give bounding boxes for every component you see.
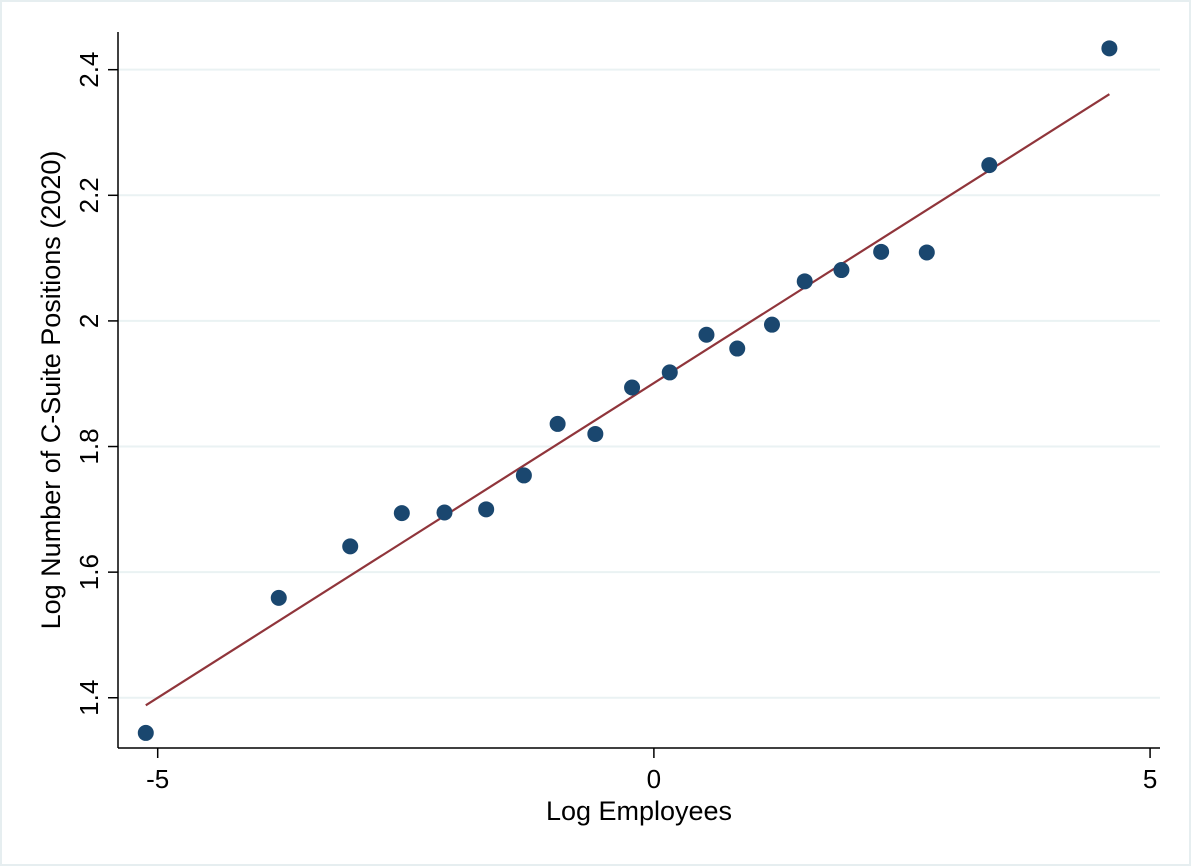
y-tick-label: 1.4 <box>74 680 104 716</box>
y-tick-label: 2 <box>74 314 104 328</box>
grid-layer <box>118 68 1160 699</box>
x-axis-title: Log Employees <box>546 796 732 826</box>
scatter-point <box>918 244 935 261</box>
point-layer <box>137 40 1118 741</box>
x-tick-label: 5 <box>1143 764 1157 794</box>
scatter-point <box>515 467 532 484</box>
scatter-point <box>1101 40 1118 57</box>
scatter-point <box>763 316 780 333</box>
scatter-point <box>796 273 813 290</box>
scatter-point <box>661 364 678 381</box>
scatter-point <box>342 538 359 555</box>
scatter-point <box>137 724 154 741</box>
scatter-point <box>393 505 410 522</box>
fit-layer <box>145 93 1110 707</box>
scatter-point <box>729 340 746 357</box>
y-tick-label: 1.8 <box>74 428 104 464</box>
scatter-point <box>478 501 495 518</box>
axis-layer: 1.4 1.6 1.8 2 2.2 2.4 -5 0 5 <box>74 32 1160 794</box>
y-tick-label: 2.2 <box>74 177 104 213</box>
x-tick-label: 0 <box>647 764 661 794</box>
y-tick-label: 1.6 <box>74 554 104 590</box>
fit-line <box>145 93 1110 707</box>
scatter-point <box>549 415 566 432</box>
scatter-point <box>587 425 604 442</box>
scatter-point <box>624 379 641 396</box>
y-axis-title: Log Number of C-Suite Positions (2020) <box>36 151 66 630</box>
scatter-point <box>833 262 850 279</box>
x-tick-label: -5 <box>146 764 169 794</box>
y-tick-label: 2.4 <box>74 52 104 88</box>
scatter-point <box>270 589 287 606</box>
scatter-point <box>981 157 998 174</box>
scatter-point <box>873 243 890 260</box>
scatter-point <box>436 504 453 521</box>
scatter-point <box>698 326 715 343</box>
